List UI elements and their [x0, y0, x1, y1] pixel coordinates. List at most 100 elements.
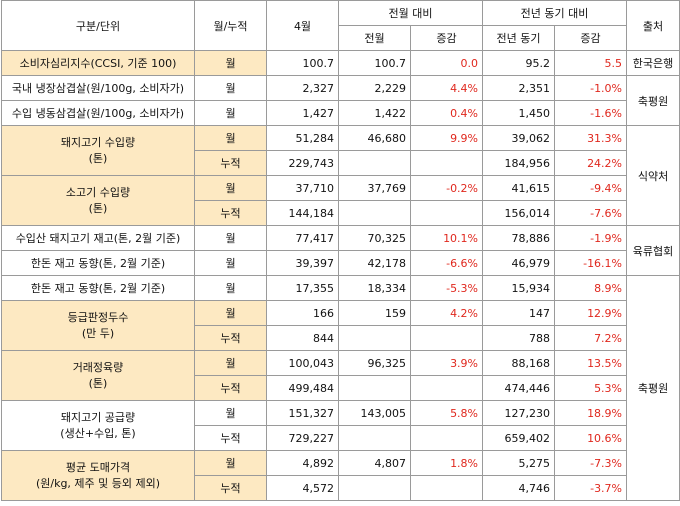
row-yoy-change: 13.5% [554, 350, 628, 376]
row-month: 1,427 [266, 100, 339, 126]
table-row: 소고기 수입량 (톤) 월 37,710 37,769 -0.2% 41,615… [1, 175, 680, 226]
row-month: 729,227 [266, 425, 339, 451]
row-yoy-change: -3.7% [554, 475, 628, 501]
row-unit: 누적 [194, 150, 267, 176]
row-yoy-prev: 474,446 [482, 375, 556, 401]
row-mom-prev [338, 475, 411, 501]
row-month: 229,743 [266, 150, 339, 176]
row-mom-change [409, 150, 484, 176]
row-mom-change [409, 325, 484, 351]
row-unit: 월 [194, 100, 267, 126]
row-unit: 월 [194, 400, 267, 426]
row-mom-change: 0.0 [409, 50, 484, 76]
row-unit: 월 [194, 125, 267, 151]
row-yoy-prev: 41,615 [482, 175, 556, 201]
row-yoy-change: 24.2% [554, 150, 628, 176]
row-category: 소비자심리지수(CCSI, 기준 100) [1, 50, 195, 76]
row-category: 평균 도매가격 (원/kg, 제주 및 등외 제외) [1, 450, 195, 501]
table-row: 한돈 재고 동향(톤, 2월 기준) 월 17,355 18,334 -5.3%… [1, 275, 680, 501]
row-mom-prev [338, 325, 411, 351]
row-category: 소고기 수입량 (톤) [1, 175, 195, 226]
row-mom-prev [338, 375, 411, 401]
table-row: 수입산 돼지고기 재고(톤, 2월 기준) 월 77,417 70,325 10… [1, 225, 680, 276]
row-yoy-prev: 88,168 [482, 350, 556, 376]
table-row: 소비자심리지수(CCSI, 기준 100) 월 100.7 100.7 0.0 … [1, 50, 680, 76]
row-yoy-prev: 39,062 [482, 125, 556, 151]
row-yoy-change: 7.2% [554, 325, 628, 351]
row-month: 51,284 [266, 125, 339, 151]
row-category: 한돈 재고 동향(톤, 2월 기준) [1, 275, 195, 301]
table-row: 돼지고기 수입량 (톤) 월 51,284 46,680 9.9% 39,062… [1, 125, 680, 226]
row-category: 돼지고기 공급량 (생산+수입, 톤) [1, 400, 195, 451]
row-unit: 월 [194, 450, 267, 476]
row-unit: 월 [194, 250, 267, 276]
source-cell: 축평원 [626, 275, 680, 501]
row-mom-change: 10.1% [409, 225, 484, 251]
row-yoy-change: 10.6% [554, 425, 628, 451]
row-month: 17,355 [266, 275, 339, 301]
row-month: 77,417 [266, 225, 339, 251]
row-mom-prev: 143,005 [338, 400, 411, 426]
row-yoy-prev: 147 [482, 300, 556, 326]
row-yoy-change: 31.3% [554, 125, 628, 151]
row-mom-change: 3.9% [409, 350, 484, 376]
header-mom-group: 전월 대비 [337, 0, 484, 26]
row-category: 거래정육량 (톤) [1, 350, 195, 401]
row-mom-prev [338, 150, 411, 176]
row-mom-change [409, 475, 484, 501]
row-mom-change: -5.3% [409, 275, 484, 301]
row-yoy-prev: 78,886 [482, 225, 556, 251]
header-category: 구분/단위 [1, 0, 195, 51]
table-row: 누적 499,484 474,446 5.3% [2, 375, 680, 401]
row-unit: 누적 [194, 425, 267, 451]
row-month: 2,327 [266, 75, 339, 101]
row-unit: 월 [194, 275, 267, 301]
row-mom-prev: 96,325 [338, 350, 411, 376]
row-mom-change: -6.6% [409, 250, 484, 276]
row-mom-change [409, 375, 484, 401]
row-yoy-prev: 4,746 [482, 475, 556, 501]
row-month: 499,484 [266, 375, 339, 401]
row-yoy-prev: 659,402 [482, 425, 556, 451]
source-cell: 식약처 [626, 125, 680, 226]
row-mom-prev: 18,334 [338, 275, 411, 301]
row-unit: 누적 [194, 200, 267, 226]
row-yoy-prev: 1,450 [482, 100, 556, 126]
row-mom-prev: 70,325 [338, 225, 411, 251]
row-mom-prev: 2,229 [338, 75, 411, 101]
header-mom-prev: 전월 [338, 25, 411, 51]
row-yoy-change: -7.6% [554, 200, 628, 226]
header-mom-change: 증감 [409, 25, 484, 51]
row-yoy-change: -1.6% [554, 100, 628, 126]
row-month: 4,892 [266, 450, 339, 476]
row-mom-change: 1.8% [409, 450, 484, 476]
row-unit: 누적 [194, 375, 267, 401]
row-month: 144,184 [266, 200, 339, 226]
row-category: 한돈 재고 동향(톤, 2월 기준) [1, 250, 195, 276]
row-yoy-prev: 184,956 [482, 150, 556, 176]
row-mom-prev [338, 200, 411, 226]
row-yoy-change: 8.9% [554, 275, 628, 301]
row-month: 37,710 [266, 175, 339, 201]
header-yoy-change: 증감 [554, 25, 628, 51]
row-yoy-change: 5.5 [554, 50, 628, 76]
row-unit: 월 [194, 75, 267, 101]
row-month: 166 [266, 300, 339, 326]
header-month: 4월 [266, 0, 339, 51]
row-unit: 누적 [194, 325, 267, 351]
table-row: 거래정육량 (톤) 월 100,043 96,325 3.9% 88,168 1… [1, 350, 680, 401]
row-unit: 월 [194, 225, 267, 251]
row-month: 4,572 [266, 475, 339, 501]
row-yoy-prev: 15,934 [482, 275, 556, 301]
row-yoy-prev: 5,275 [482, 450, 556, 476]
row-yoy-prev: 2,351 [482, 75, 556, 101]
table-row: 국내 냉장삼겹살(원/100g, 소비자가) 월 2,327 2,229 4.4… [1, 75, 680, 126]
table-row: 누적 4,572 4,746 -3.7% [2, 475, 680, 501]
row-unit: 누적 [194, 475, 267, 501]
source-cell: 육류협회 [626, 225, 680, 276]
row-category: 수입 냉동삼겹살(원/100g, 소비자가) [1, 100, 195, 126]
row-mom-change [409, 425, 484, 451]
row-mom-change: 4.4% [409, 75, 484, 101]
header-yoy-group: 전년 동기 대비 [482, 0, 628, 26]
